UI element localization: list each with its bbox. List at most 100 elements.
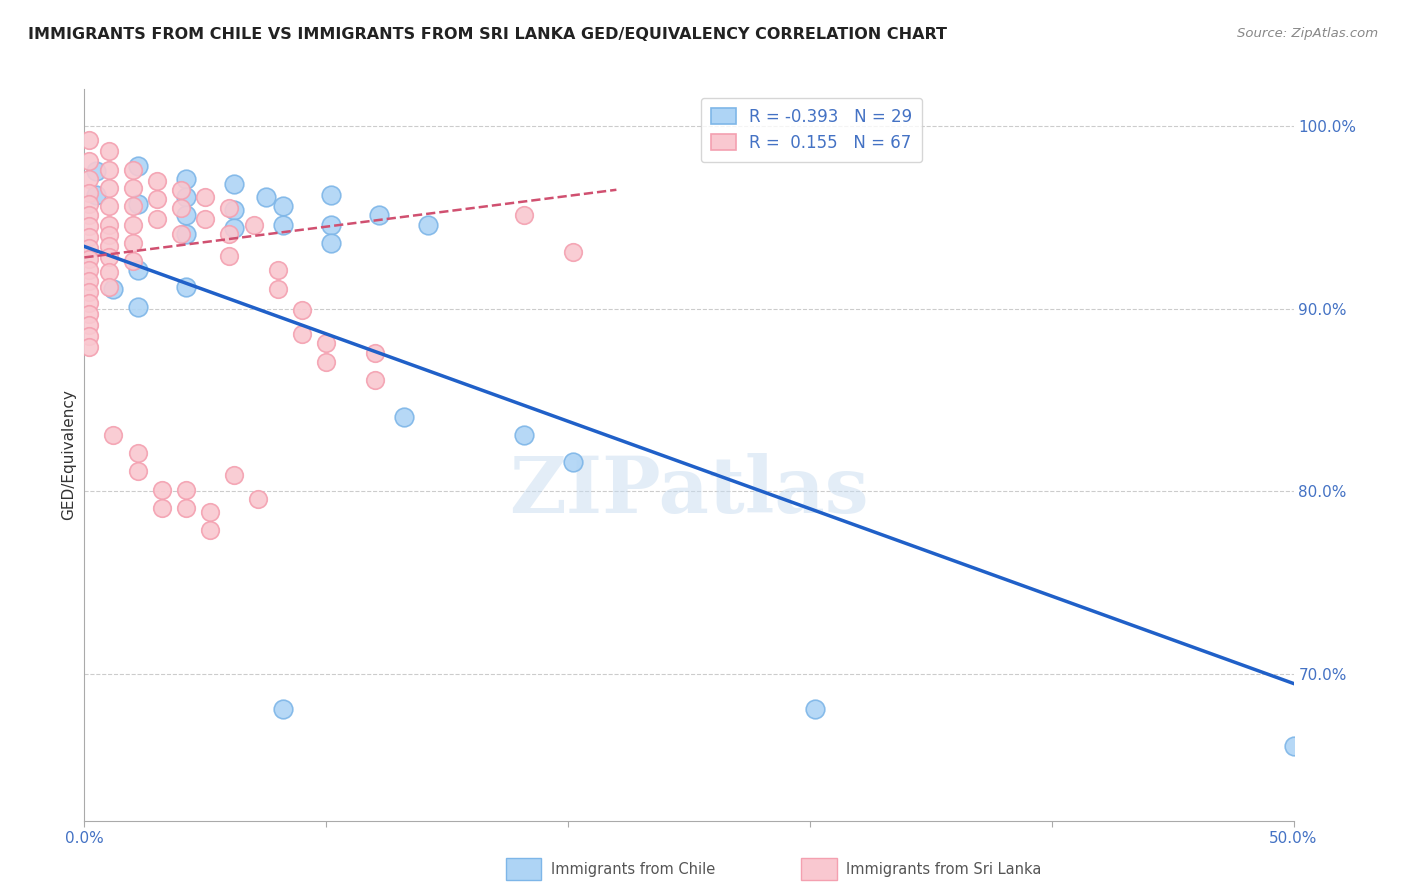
Point — [271, 218, 294, 232]
Point — [513, 208, 536, 222]
Point — [319, 218, 342, 232]
Point — [127, 300, 149, 314]
Point — [121, 254, 143, 268]
Point — [77, 340, 100, 354]
Point — [291, 303, 314, 318]
Point — [224, 178, 246, 192]
Point — [127, 263, 149, 277]
Point — [224, 468, 246, 483]
Point — [254, 190, 277, 204]
Point — [247, 491, 270, 506]
Point — [291, 327, 314, 342]
Point — [86, 188, 108, 202]
Point — [121, 162, 143, 177]
Point — [363, 345, 385, 359]
Point — [127, 446, 149, 460]
Point — [97, 279, 120, 293]
Point — [218, 227, 240, 241]
Point — [392, 409, 415, 424]
Point — [561, 244, 583, 259]
Y-axis label: GED/Equivalency: GED/Equivalency — [60, 390, 76, 520]
Point — [174, 208, 197, 222]
Point — [319, 235, 342, 250]
Point — [103, 427, 125, 442]
Point — [803, 702, 825, 716]
Point — [170, 227, 193, 241]
Point — [97, 239, 120, 253]
Point — [121, 235, 143, 250]
Legend: R = -0.393   N = 29, R =  0.155   N = 67: R = -0.393 N = 29, R = 0.155 N = 67 — [702, 97, 922, 161]
Point — [77, 296, 100, 310]
Point — [77, 171, 100, 186]
Point — [315, 336, 337, 351]
Point — [77, 263, 100, 277]
Point — [1282, 739, 1305, 753]
Text: Source: ZipAtlas.com: Source: ZipAtlas.com — [1237, 27, 1378, 40]
Point — [77, 219, 100, 234]
Point — [146, 192, 169, 206]
Point — [77, 230, 100, 244]
Point — [194, 190, 217, 204]
Point — [174, 500, 197, 515]
Point — [86, 164, 108, 178]
Point — [150, 483, 173, 497]
Point — [77, 208, 100, 222]
Point — [77, 133, 100, 147]
Point — [97, 251, 120, 265]
Point — [77, 186, 100, 201]
Point — [97, 181, 120, 195]
Point — [319, 188, 342, 202]
Point — [77, 307, 100, 321]
Point — [127, 197, 149, 211]
Point — [561, 455, 583, 469]
Point — [194, 212, 217, 227]
Point — [174, 227, 197, 241]
Point — [170, 201, 193, 215]
Point — [121, 199, 143, 213]
Point — [77, 329, 100, 343]
Point — [174, 279, 197, 293]
Point — [103, 281, 125, 295]
Point — [77, 197, 100, 211]
Point — [198, 523, 221, 537]
Point — [77, 285, 100, 300]
Point — [170, 183, 193, 197]
Text: Immigrants from Sri Lanka: Immigrants from Sri Lanka — [846, 863, 1042, 877]
Point — [97, 265, 120, 279]
Point — [224, 221, 246, 235]
Point — [218, 201, 240, 215]
Point — [77, 241, 100, 255]
Point — [121, 218, 143, 232]
Point — [267, 281, 290, 295]
Text: ZIPatlas: ZIPatlas — [509, 453, 869, 530]
Text: IMMIGRANTS FROM CHILE VS IMMIGRANTS FROM SRI LANKA GED/EQUIVALENCY CORRELATION C: IMMIGRANTS FROM CHILE VS IMMIGRANTS FROM… — [28, 27, 948, 42]
Point — [198, 505, 221, 519]
Point — [267, 263, 290, 277]
Point — [174, 190, 197, 204]
Text: Immigrants from Chile: Immigrants from Chile — [551, 863, 716, 877]
Point — [174, 483, 197, 497]
Point — [218, 249, 240, 263]
Point — [77, 274, 100, 288]
Point — [363, 373, 385, 387]
Point — [315, 354, 337, 368]
Point — [97, 145, 120, 159]
Point — [174, 171, 197, 186]
Point — [97, 228, 120, 243]
Point — [77, 153, 100, 168]
Point — [146, 212, 169, 227]
Point — [224, 202, 246, 217]
Point — [121, 181, 143, 195]
Point — [416, 218, 439, 232]
Point — [127, 159, 149, 173]
Point — [97, 162, 120, 177]
Point — [97, 199, 120, 213]
Point — [97, 218, 120, 232]
Point — [242, 218, 264, 232]
Point — [77, 252, 100, 267]
Point — [127, 464, 149, 478]
Point — [271, 199, 294, 213]
Point — [271, 702, 294, 716]
Point — [77, 318, 100, 332]
Point — [150, 500, 173, 515]
